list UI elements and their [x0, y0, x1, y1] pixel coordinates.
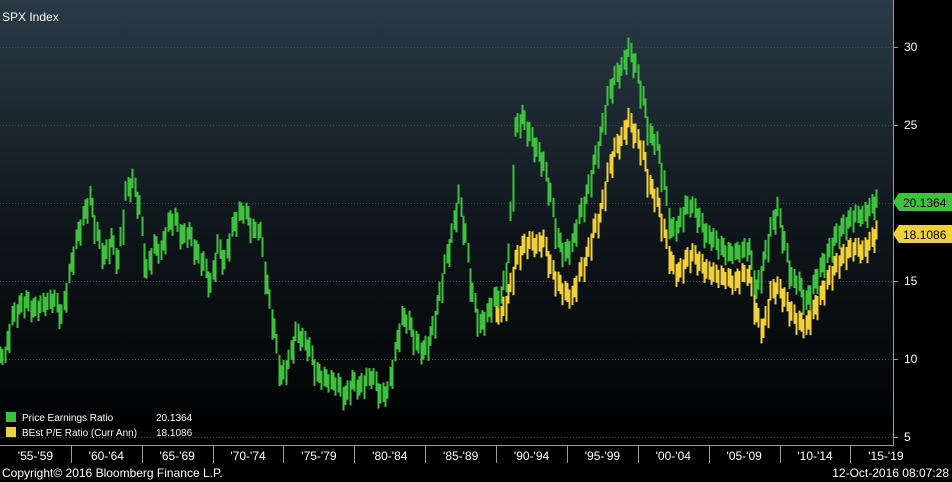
- y-tick-label: 30: [904, 40, 918, 54]
- x-axis-strip: [0, 445, 952, 482]
- last-value-tag-best: 18.1086: [893, 225, 952, 243]
- x-tick-label: '15-'19: [868, 449, 904, 463]
- plot-background: [0, 0, 893, 445]
- x-tick-label: '80-'84: [372, 449, 408, 463]
- legend: Price Earnings Ratio 20.1364 BEst P/E Ra…: [6, 412, 193, 439]
- x-tick-label: '90-'94: [514, 449, 550, 463]
- x-tick-label: '05-'09: [727, 449, 763, 463]
- legend-label-best: BEst P/E Ratio (Curr Ann): [22, 428, 137, 439]
- x-tick-label: '70-'74: [230, 449, 266, 463]
- legend-value-pe: 20.1364: [156, 413, 193, 424]
- x-tick-label: '95-'99: [585, 449, 621, 463]
- x-tick-label: '55-'59: [18, 449, 54, 463]
- y-tick-label: 15: [904, 274, 918, 288]
- series-layer: [0, 37, 878, 411]
- x-tick-label: '60-'64: [89, 449, 125, 463]
- y-tick-label: 5: [904, 430, 911, 444]
- y-tick-label: 10: [904, 352, 918, 366]
- series-best-pe-ratio: [495, 107, 878, 344]
- legend-value-best: 18.1086: [156, 428, 193, 439]
- x-tick-label: '75-'79: [301, 449, 337, 463]
- x-tick-label: '00-'04: [656, 449, 692, 463]
- legend-label-pe: Price Earnings Ratio: [22, 413, 114, 424]
- x-tick-label: '10-'14: [797, 449, 833, 463]
- legend-swatch-best: [6, 427, 16, 437]
- series-price-earnings-ratio: [0, 37, 878, 411]
- tag-best-value: 18.1086: [903, 228, 947, 242]
- x-tick-layer: '55-'59 '60-'64 '65-'69 '70-'74 '75-'79 '80-'…: [18, 445, 904, 463]
- tag-best-shape: [893, 225, 952, 243]
- legend-swatch-pe: [6, 412, 16, 422]
- y-tick-label: 25: [904, 118, 918, 132]
- footer-timestamp: 12-Oct-2016 08:07:28: [832, 466, 949, 480]
- x-tick-label: '65-'69: [160, 449, 196, 463]
- footer-copyright: Copyright© 2016 Bloomberg Finance L.P.: [2, 466, 223, 480]
- tag-pe-value: 20.1364: [903, 196, 947, 210]
- x-tick-label: '85-'89: [443, 449, 479, 463]
- last-value-tag-pe: 20.1364: [893, 193, 952, 211]
- tag-pe-shape: [893, 193, 952, 211]
- chart-title: SPX Index: [2, 10, 59, 24]
